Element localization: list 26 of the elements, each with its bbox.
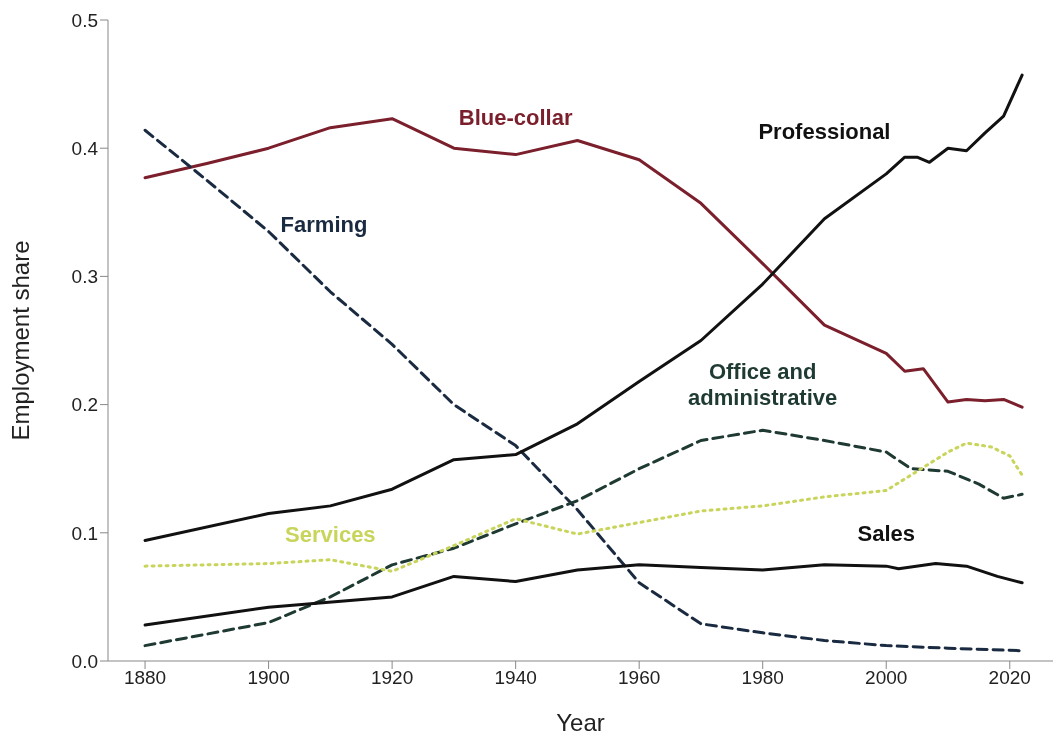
series-label: Office and administrative: [688, 359, 838, 411]
x-tick-label: 1940: [494, 667, 537, 689]
series-label: Blue-collar: [458, 104, 573, 130]
x-axis-title: Year: [556, 709, 605, 736]
y-tick-label: 0.2: [71, 394, 98, 416]
y-tick-label: 0.3: [71, 266, 98, 288]
x-tick-label: 1980: [741, 667, 784, 689]
y-tick-label: 0.5: [71, 9, 98, 31]
series-label: Professional: [758, 118, 891, 144]
x-tick-label: 1880: [123, 667, 167, 689]
line-series: [143, 428, 1024, 648]
series-label: Services: [285, 521, 376, 547]
line-series: [143, 562, 1024, 627]
line-series: [143, 441, 1024, 573]
series-label: Sales: [857, 521, 915, 547]
y-tick-label: 0.1: [71, 522, 98, 544]
series-label: Farming: [280, 211, 368, 237]
x-tick-label: 2000: [865, 667, 908, 689]
y-tick-label: 0.4: [71, 137, 99, 159]
line-series: [143, 73, 1024, 542]
y-tick-label: 0.0: [71, 650, 98, 672]
x-tick-label: 2020: [988, 667, 1031, 689]
x-tick-label: 1960: [618, 667, 661, 689]
x-tick-label: 1920: [370, 667, 414, 689]
y-axis-title: Employment share: [6, 240, 34, 441]
x-tick-label: 1900: [247, 667, 290, 689]
